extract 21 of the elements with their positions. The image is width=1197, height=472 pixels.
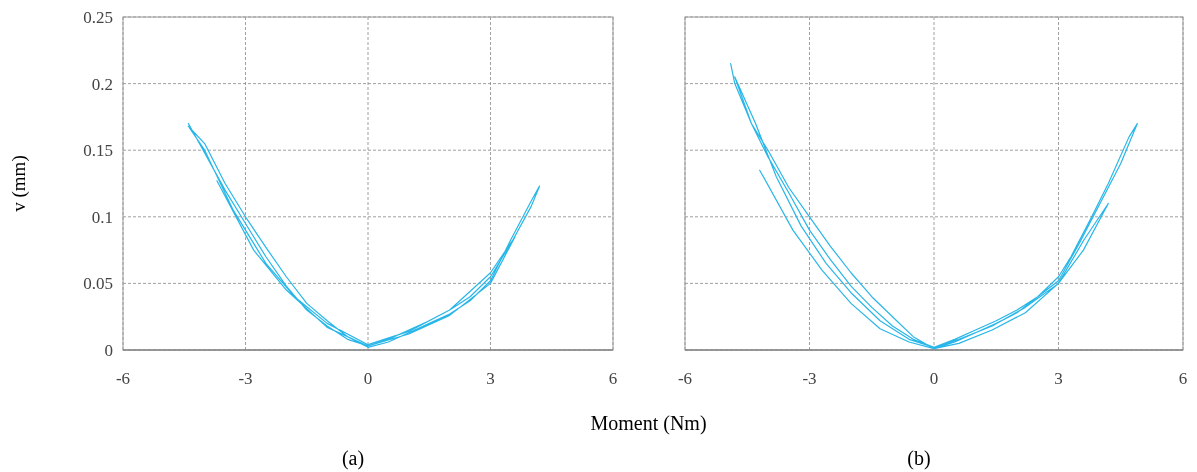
x-tick-label: -3 [802,369,817,388]
y-tick-label: 0.2 [91,74,113,94]
x-tick-label: 3 [486,369,495,388]
y-tick-label: 0.1 [91,207,113,227]
text: (a) [341,447,365,470]
text: (b) [907,447,931,470]
x-tick-label: -3 [238,369,253,388]
x-tick-label: 0 [363,369,373,388]
x-tick-label: 0 [929,369,939,388]
x-axis-title: Moment (Nm) [590,412,707,435]
x-tick-label: 3 [1054,369,1063,388]
x-tick-label: 6 [608,369,618,388]
y-axis-title: v (mm) [8,155,30,212]
x-tick-label: -6 [115,369,131,388]
y-tick-label: 0.15 [83,141,113,161]
x-tick-label: -6 [677,369,693,388]
line-series [187,122,541,348]
y-tick-label: 0 [104,341,113,360]
y-tick-label: 0.05 [83,274,113,294]
x-tick-label: 6 [1178,369,1188,388]
y-tick-label: 0.25 [83,8,113,27]
